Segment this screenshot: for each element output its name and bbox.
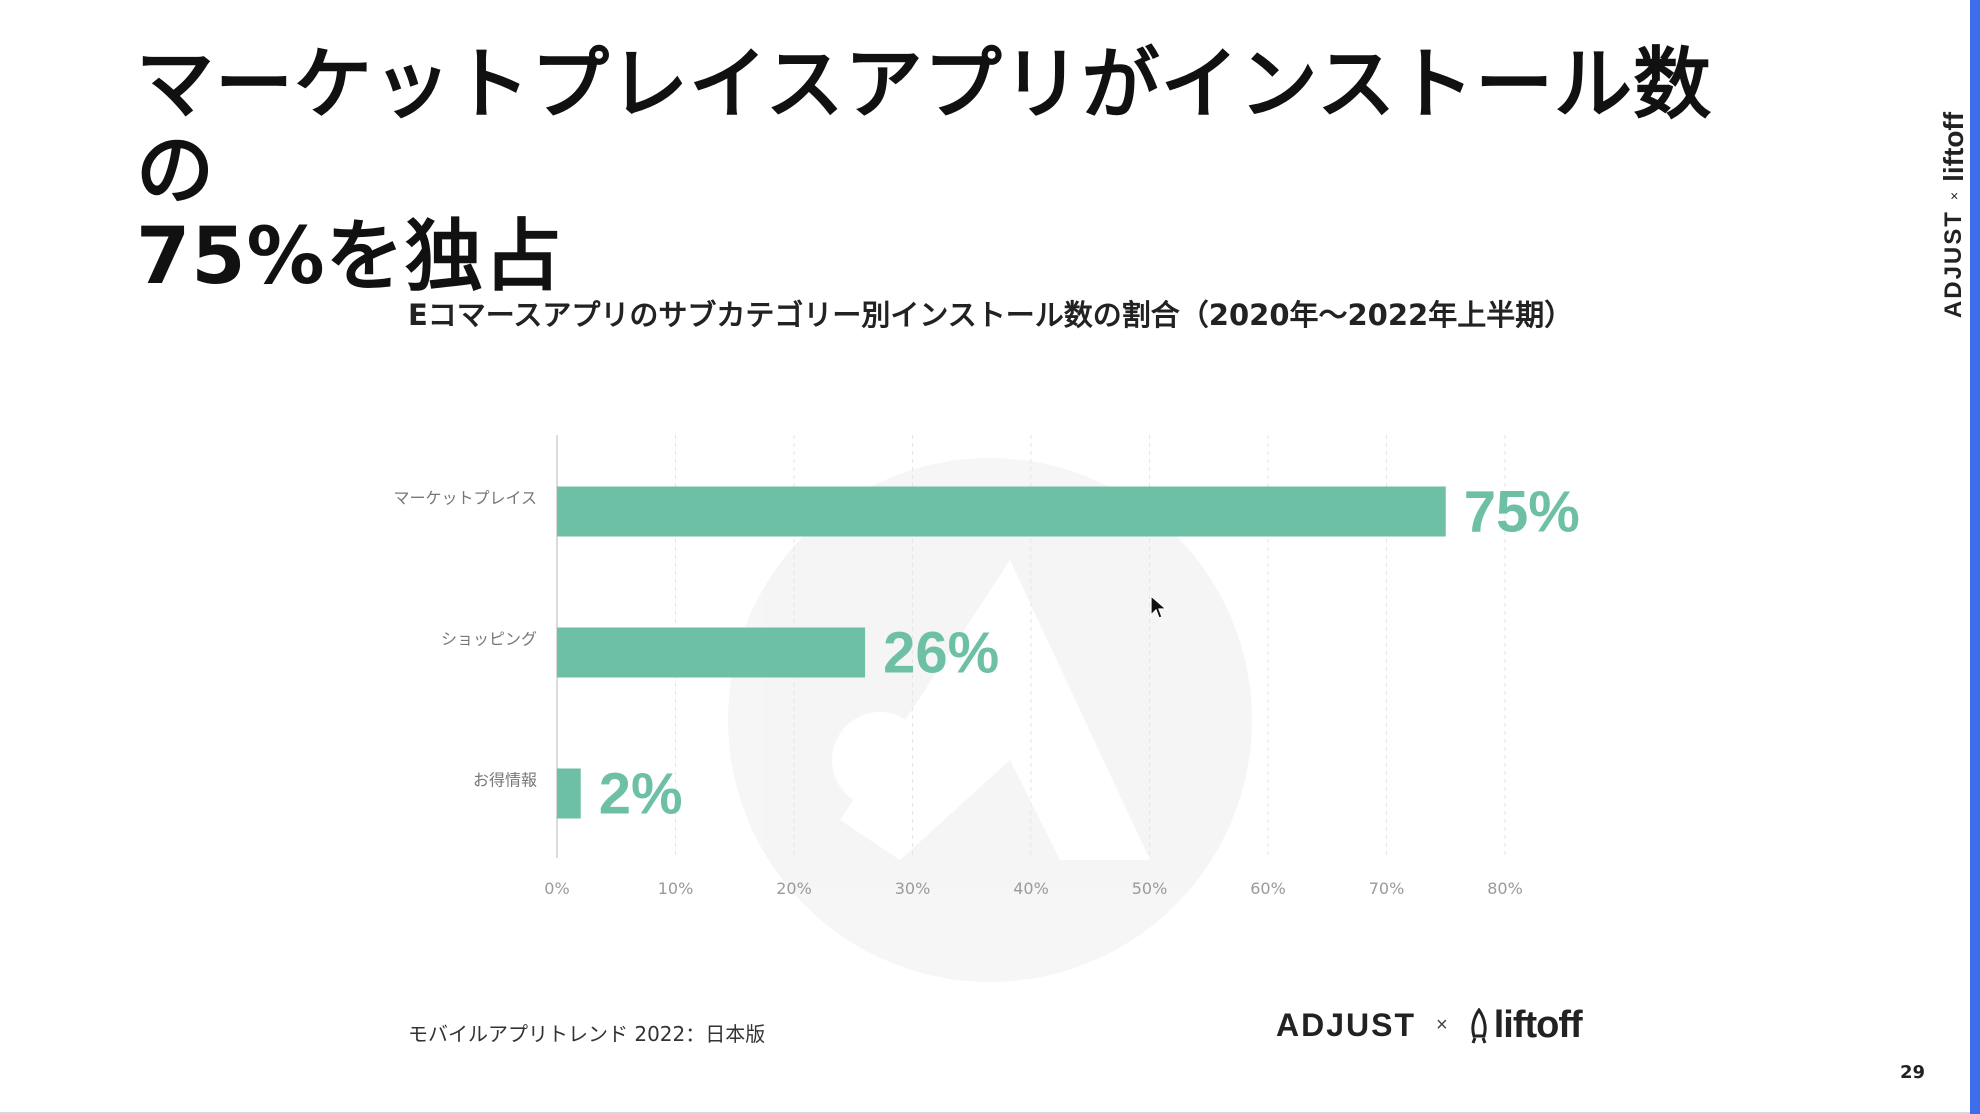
x-tick-label: 10% <box>658 879 694 898</box>
category-label: ショッピング <box>441 630 537 649</box>
brand-separator: × <box>1436 1014 1448 1036</box>
slide-title-line2: 75%を独占 <box>136 212 563 302</box>
value-label: 75% <box>1464 480 1580 545</box>
adjust-logo: ADJUST <box>1276 1007 1417 1043</box>
x-tick-label: 30% <box>895 879 931 898</box>
x-tick-label: 80% <box>1487 879 1523 898</box>
x-tick-label: 40% <box>1013 879 1049 898</box>
chart-grid: 0% 10% 20% 30% 40% 50% 60% 70% 80% <box>544 435 1523 898</box>
bottom-divider <box>0 1112 1970 1114</box>
bar <box>557 627 866 678</box>
mouse-cursor-icon <box>1150 595 1168 619</box>
x-tick-label: 50% <box>1132 879 1168 898</box>
x-tick-label: 20% <box>776 879 812 898</box>
chart-title: Eコマースアプリのサブカテゴリー別インストール数の割合（2020年～2022年上… <box>408 298 1574 332</box>
bar <box>557 486 1446 537</box>
value-label: 2% <box>599 762 683 827</box>
liftoff-logo: liftoff <box>1493 1004 1583 1046</box>
source-note: モバイルアプリトレンド 2022：日本版 <box>408 1022 766 1046</box>
x-tick-label: 70% <box>1369 879 1405 898</box>
rocket-icon <box>1471 1007 1487 1044</box>
category-label: お得情報 <box>473 771 537 790</box>
value-label: 26% <box>883 621 999 686</box>
x-tick-label: 60% <box>1250 879 1286 898</box>
side-adjust-logo: ADJUST <box>1940 210 1967 319</box>
watermark-logo-icon <box>728 458 1252 982</box>
bar <box>557 768 581 819</box>
right-accent-bar <box>1970 0 1980 1114</box>
side-brand-logo: ADJUST × liftoff <box>1934 90 1974 340</box>
footer-brand-logo: ADJUST × liftoff <box>1276 1004 1583 1047</box>
side-brand-separator: × <box>1946 191 1962 201</box>
slide-title-line1: マーケットプレイスアプリがインストール数の <box>136 40 1713 216</box>
chart-bars: マーケットプレイス 75% ショッピング 26% お得情報 2% <box>393 480 1579 827</box>
page-number: 29 <box>1900 1062 1926 1083</box>
side-liftoff-logo: liftoff <box>1938 111 1969 182</box>
slide-title: マーケットプレイスアプリがインストール数の 75%を独占 <box>136 42 1776 300</box>
x-tick-label: 0% <box>544 879 569 898</box>
category-label: マーケットプレイス <box>393 489 537 508</box>
